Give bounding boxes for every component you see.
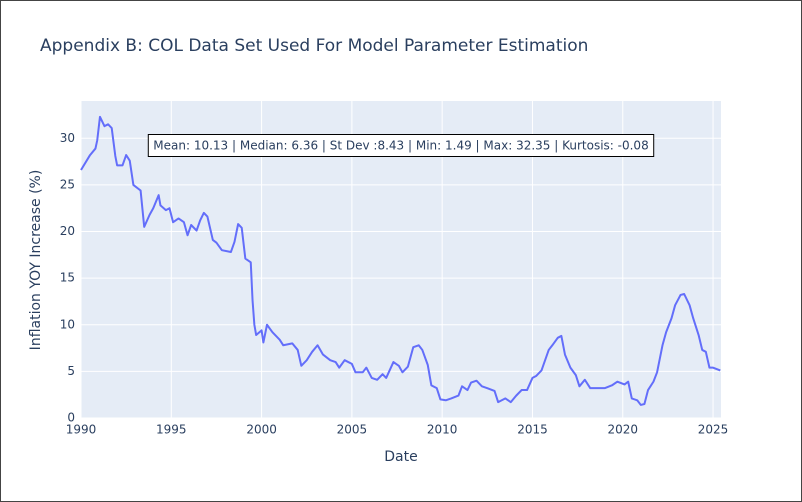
x-tick-label: 2020 (607, 423, 638, 437)
y-tick-label: 30 (60, 131, 75, 145)
x-tick-label: 2025 (698, 423, 729, 437)
line (80, 115, 721, 406)
x-tick-label: 2015 (517, 423, 548, 437)
y-tick-label: 10 (60, 317, 75, 331)
x-axis-title: Date (384, 449, 417, 465)
x-tick-label: 1990 (66, 423, 97, 437)
y-tick-label: 5 (67, 364, 75, 378)
y-tick-label: 15 (60, 271, 75, 285)
annotation-box (147, 134, 655, 157)
x-tick-label: 2010 (427, 423, 458, 437)
y-tick-label: 0 (67, 411, 75, 425)
x-tick-label: 2005 (337, 423, 368, 437)
annotation: Mean: 10.13 | Median: 6.36 | St Dev :8.4… (147, 134, 655, 157)
chart-title: Appendix B: COL Data Set Used For Model … (40, 36, 588, 56)
annotation-text: Mean: 10.13 | Median: 6.36 | St Dev :8.4… (153, 139, 648, 153)
y-axis-title: Inflation YOY Increase (%) (28, 170, 44, 351)
y-tick-label: 25 (60, 177, 75, 191)
y-tick-label: 20 (60, 224, 75, 238)
x-tick-label: 2000 (246, 423, 277, 437)
x-tick-label: 1995 (156, 423, 187, 437)
